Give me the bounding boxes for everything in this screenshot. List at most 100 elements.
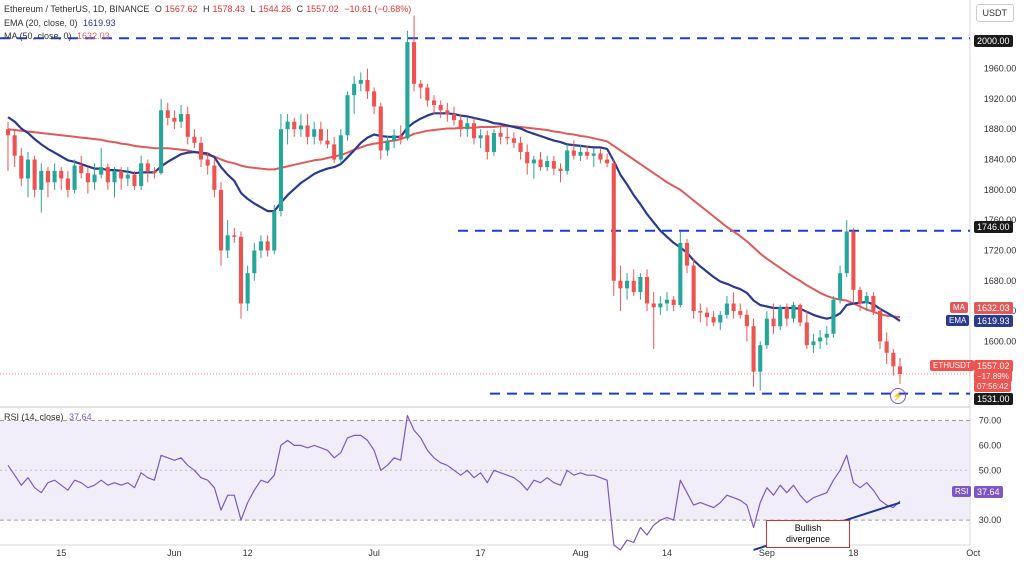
candle-body (511, 138, 516, 143)
candle-body (125, 174, 130, 179)
candle-body (491, 133, 496, 152)
candle-body (864, 295, 869, 304)
candle-body (605, 159, 610, 164)
candle-body (45, 170, 50, 183)
candle-body (119, 170, 124, 179)
candle-body (764, 318, 769, 346)
candle-body (698, 311, 703, 313)
candle-body (192, 136, 197, 143)
candle-body (285, 121, 290, 130)
candle-body (425, 87, 430, 101)
candle-body (718, 314, 723, 323)
candle-body (25, 159, 31, 179)
candle-body (232, 235, 237, 237)
ma-legend-value: 1632.03 (77, 31, 110, 41)
rsi-tag-label: RSI (952, 486, 972, 497)
ma-line (7, 125, 901, 319)
low-label: L (250, 4, 256, 14)
candle-body (545, 161, 550, 168)
candle-body (205, 159, 210, 166)
candle-body (578, 151, 583, 156)
candle-body (704, 312, 710, 318)
horizontal-levels (0, 37, 970, 395)
time-tick-label: 18 (848, 548, 858, 558)
candle-body (824, 333, 829, 338)
candle-body (778, 307, 783, 327)
candle-body (445, 110, 450, 115)
candle-body (258, 241, 264, 251)
candle-body (92, 174, 97, 183)
price-tick-label: 1760.00 (984, 215, 1017, 225)
candle-body (85, 173, 90, 183)
time-tick-label: 15 (56, 548, 66, 558)
ema-line (7, 112, 901, 322)
price-tick-label: 1840.00 (984, 155, 1017, 165)
candle-body (625, 280, 630, 289)
rsi-band (0, 419, 970, 521)
candle-body (99, 167, 104, 175)
candle-body (618, 280, 623, 289)
candle-body (372, 91, 377, 107)
candle-body (198, 142, 204, 160)
candle-body (851, 231, 856, 290)
candle-body (565, 150, 570, 171)
candle-body (5, 129, 11, 136)
candle-body (731, 303, 736, 312)
candle-body (79, 165, 84, 174)
price-tick-label: 1880.00 (984, 124, 1017, 134)
ma-legend[interactable]: MA (50, close, 0) 1632.03 (4, 31, 113, 41)
price-tick-label: 1600.00 (984, 336, 1017, 346)
rsi-legend-label: RSI (14, close) (4, 412, 64, 422)
close-value: 1557.02 (306, 4, 339, 14)
price-tick-label: 1920.00 (984, 94, 1017, 104)
time-tick-label: 14 (662, 548, 672, 558)
change-value: −10.61 (−0.68%) (344, 4, 412, 14)
candle-body (751, 326, 756, 372)
rsi-legend[interactable]: RSI (14, close) 37.64 (4, 412, 95, 422)
candle-body (678, 242, 683, 306)
candle-body (658, 303, 663, 308)
candle-body (165, 110, 170, 118)
time-tick-label: Jun (167, 548, 182, 558)
candle-body (505, 136, 510, 139)
candle-body (538, 159, 543, 168)
candle-body (551, 161, 556, 169)
candle-body (132, 174, 137, 187)
candle-body (771, 318, 776, 327)
price-tick-label: 1800.00 (984, 185, 1017, 195)
ema-legend[interactable]: EMA (20, close, 0) 1619.93 (4, 18, 119, 28)
candle-body (238, 236, 244, 304)
price-tick-label: 1680.00 (984, 276, 1017, 286)
ma-legend-label: MA (50, close, 0) (4, 31, 72, 41)
candle-body (59, 170, 64, 179)
candle-body (152, 170, 157, 174)
time-tick-label: 17 (476, 548, 486, 558)
alert-icon[interactable]: ⚡ (890, 388, 906, 404)
candle-body (518, 142, 523, 152)
candle-body (265, 241, 270, 251)
divergence-annotation[interactable]: Bullish divergence (766, 520, 850, 548)
rsi-tick-label: 60.00 (979, 440, 1002, 450)
candle-body (571, 150, 576, 156)
candle-body (458, 120, 463, 130)
candle-body (12, 135, 17, 156)
candle-body (278, 129, 283, 212)
candle-body (498, 133, 503, 137)
candle-body (644, 276, 650, 304)
candle-body (598, 153, 603, 160)
ema-tag-label: EMA (946, 315, 970, 326)
candle-body (378, 106, 383, 151)
time-tick-label: Aug (572, 548, 588, 558)
candle-body (418, 83, 423, 88)
candle-body (884, 341, 889, 353)
candle-body (405, 42, 410, 139)
candle-body (398, 135, 403, 139)
price-tick-label: 1960.00 (984, 64, 1017, 74)
candle-body (891, 352, 896, 367)
candle-body (352, 83, 357, 96)
currency-button[interactable]: USDT (975, 4, 1014, 22)
candle-body (212, 165, 217, 190)
level-1531-tag: 1531.00 (974, 393, 1013, 405)
candle-body (897, 366, 903, 374)
